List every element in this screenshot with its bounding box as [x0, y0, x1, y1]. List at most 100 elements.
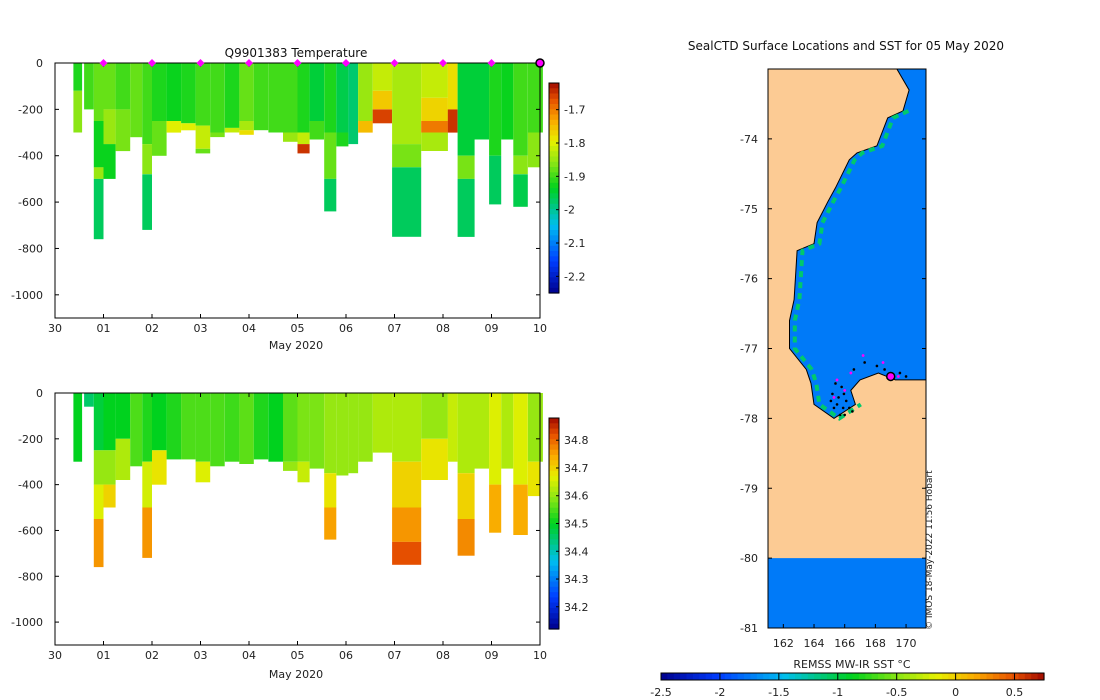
surface-location [883, 368, 886, 371]
colorbar-tick-label: -2.1 [564, 237, 585, 250]
colorbar-cell [549, 602, 559, 609]
temperature-xlabel: May 2020 [269, 339, 323, 352]
profile-cell [358, 393, 373, 462]
x-tick-label: 09 [485, 649, 499, 662]
colorbar-cell [549, 287, 559, 294]
map-y-tick-label: -76 [740, 273, 758, 286]
profile-cell [283, 132, 298, 142]
sst-colorbar-cell [922, 673, 930, 680]
profile-cell [324, 178, 337, 212]
sst-colorbar-cell [769, 673, 777, 680]
sst-colorbar-cell [1005, 673, 1013, 680]
colorbar-cell [549, 203, 559, 210]
x-tick-label: 06 [339, 649, 353, 662]
profile-cell [540, 63, 543, 133]
colorbar-cell [549, 518, 559, 525]
x-tick-label: 30 [48, 649, 62, 662]
profile-cell [348, 63, 359, 145]
sst-colorbar-cell [712, 673, 720, 680]
colorbar-cell [549, 167, 559, 173]
colorbar-cell [549, 507, 559, 514]
sst-colorbar-tick-label: -2 [714, 686, 725, 699]
y-tick-label: 0 [36, 57, 43, 70]
sst-colorbar-cell [680, 673, 688, 680]
colorbar-tick-label: 34.6 [564, 490, 589, 503]
profile-cell [224, 393, 240, 462]
colorbar-cell [549, 209, 559, 215]
profile-cell [181, 393, 196, 460]
x-tick-label: 03 [194, 322, 208, 335]
colorbar-cell [549, 172, 559, 179]
profile-cell [142, 174, 152, 230]
salinity-xlabel: May 2020 [269, 668, 323, 681]
sst-colorbar-cell [999, 673, 1007, 680]
colorbar-tick-label: 34.3 [564, 573, 589, 586]
sst-colorbar-cell [820, 673, 828, 680]
profile-cell [358, 63, 373, 121]
profile-cell [103, 393, 116, 451]
colorbar-cell [549, 83, 559, 89]
recent-location [881, 361, 885, 364]
profile-cell [103, 484, 116, 508]
profile-cell [239, 393, 254, 464]
surface-marker [293, 59, 302, 67]
sst-colorbar-cell [1024, 673, 1032, 680]
surface-location [834, 382, 837, 385]
colorbar-cell [549, 444, 559, 451]
surface-location [852, 368, 856, 371]
y-tick-label: -800 [18, 242, 43, 255]
colorbar-cell [549, 266, 559, 273]
sst-colorbar-cell [897, 673, 905, 680]
profile-cell [348, 393, 359, 474]
profile-cell [93, 519, 104, 568]
sst-colorbar-cell [775, 673, 783, 680]
profile-cell [336, 63, 349, 133]
colorbar-cell [549, 555, 559, 561]
profile-cell [489, 63, 502, 156]
sst-colorbar-cell [973, 673, 981, 680]
profile-cell [283, 63, 298, 133]
colorbar-cell [549, 465, 559, 472]
profile-cell [421, 438, 448, 480]
x-tick-label: 01 [97, 322, 111, 335]
colorbar-cell [549, 88, 559, 95]
profile-cell [421, 393, 448, 439]
profile-cell [474, 63, 490, 140]
sst-colorbar-cell [673, 673, 681, 680]
surface-location [837, 396, 840, 399]
profile-cell [73, 63, 83, 91]
colorbar-tick-label: 34.4 [564, 545, 589, 558]
profile-cell [336, 132, 349, 147]
profile-cell [224, 127, 240, 133]
sst-colorbar-cell [929, 673, 937, 680]
colorbar-tick-label: 34.2 [564, 601, 589, 614]
sst-colorbar-cell [916, 673, 924, 680]
colorbar-cell [549, 539, 559, 546]
sst-colorbar-cell [878, 673, 885, 680]
colorbar-cell [549, 476, 559, 482]
surface-location [840, 385, 843, 389]
profile-cell [84, 63, 94, 110]
profile-cell [372, 90, 393, 110]
profile-cell [297, 144, 310, 154]
profile-cell [239, 130, 254, 135]
profile-cell [457, 519, 475, 556]
sst-colorbar-tick-label: 0.5 [1006, 686, 1024, 699]
profile-cell [224, 63, 240, 128]
coastal-band [792, 109, 910, 421]
profile-cell [324, 393, 337, 474]
sst-colorbar-cell [839, 673, 847, 680]
x-tick-label: 01 [97, 649, 111, 662]
x-tick-label: 09 [485, 322, 499, 335]
colorbar-cell [549, 219, 559, 226]
sst-colorbar-cell [724, 673, 732, 680]
sst-colorbar-cell [782, 673, 790, 680]
colorbar-cell [549, 460, 559, 467]
recent-location [849, 371, 853, 375]
profile-cell [457, 63, 475, 156]
sst-colorbar-cell [1012, 673, 1020, 680]
profile-cell [210, 393, 225, 467]
profile-cell [181, 123, 196, 131]
recent-location [861, 354, 865, 357]
y-tick-label: -800 [18, 570, 43, 583]
